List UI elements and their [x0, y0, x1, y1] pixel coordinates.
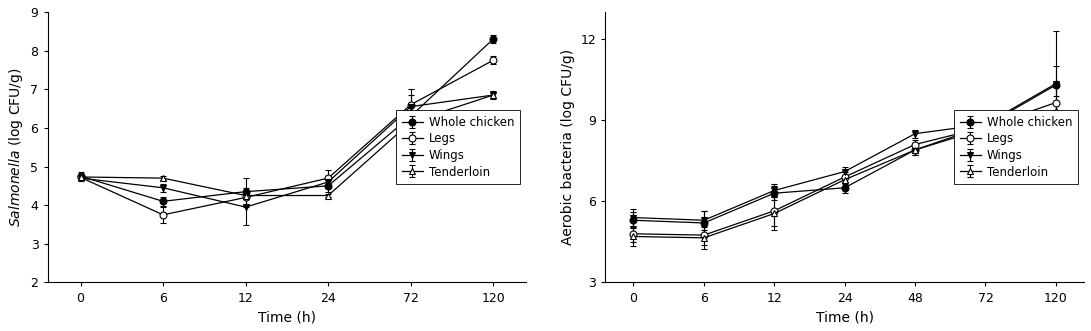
X-axis label: Time (h): Time (h): [816, 310, 874, 324]
Y-axis label: $\it{Salmonella}$ (log CFU/g): $\it{Salmonella}$ (log CFU/g): [7, 68, 25, 227]
Y-axis label: Aerobic bacteria (log CFU/g): Aerobic bacteria (log CFU/g): [561, 49, 575, 245]
Legend: Whole chicken, Legs, Wings, Tenderloin: Whole chicken, Legs, Wings, Tenderloin: [396, 110, 520, 184]
Legend: Whole chicken, Legs, Wings, Tenderloin: Whole chicken, Legs, Wings, Tenderloin: [954, 110, 1078, 184]
X-axis label: Time (h): Time (h): [257, 310, 316, 324]
